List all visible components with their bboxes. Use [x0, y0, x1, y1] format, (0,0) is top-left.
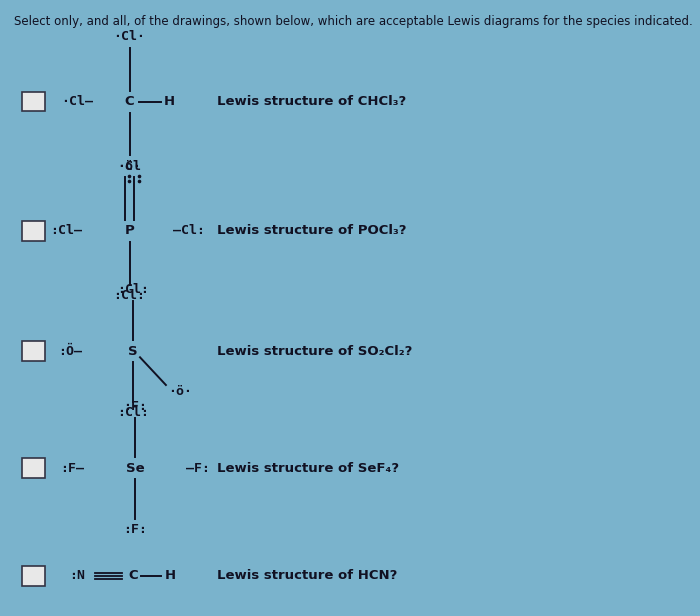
Text: :F:: :F: [123, 523, 147, 537]
Text: :Cl:: :Cl: [117, 406, 149, 419]
Text: —Cl:: —Cl: [173, 224, 205, 238]
Text: Lewis structure of SeF₄?: Lewis structure of SeF₄? [217, 461, 399, 475]
Text: :Cl:: :Cl: [117, 283, 149, 296]
Text: P: P [125, 224, 134, 238]
Text: Lewis structure of HCN?: Lewis structure of HCN? [217, 569, 398, 583]
Text: C: C [128, 569, 138, 583]
Text: Lewis structure of SO₂Cl₂?: Lewis structure of SO₂Cl₂? [217, 344, 412, 358]
Bar [22, 92, 45, 111]
Text: ·Cl·: ·Cl· [113, 30, 146, 44]
Bar [22, 221, 45, 241]
Text: S: S [128, 344, 138, 358]
Text: :Ö—: :Ö— [58, 344, 82, 358]
Text: Lewis structure of POCl₃?: Lewis structure of POCl₃? [217, 224, 407, 238]
Text: —F:: —F: [186, 461, 210, 475]
Text: :N: :N [69, 569, 85, 583]
Text: H: H [165, 569, 176, 583]
Text: ·Cl: ·Cl [118, 160, 141, 173]
Text: C: C [125, 95, 134, 108]
Text: ·ö·: ·ö· [118, 160, 141, 173]
Text: Lewis structure of CHCl₃?: Lewis structure of CHCl₃? [217, 95, 406, 108]
Bar [22, 458, 45, 478]
Text: :F—: :F— [60, 461, 84, 475]
Text: ·Cl—: ·Cl— [61, 95, 93, 108]
Text: :Cl—: :Cl— [50, 224, 83, 238]
Bar [22, 566, 45, 586]
Text: ·ö·: ·ö· [168, 384, 192, 398]
Text: Select only, and all, of the drawings, shown below, which are acceptable Lewis d: Select only, and all, of the drawings, s… [14, 15, 693, 28]
Bar [22, 341, 45, 361]
Text: :F:: :F: [123, 400, 147, 413]
Text: Se: Se [126, 461, 144, 475]
Text: :Cl:: :Cl: [113, 289, 146, 302]
Text: H: H [164, 95, 175, 108]
